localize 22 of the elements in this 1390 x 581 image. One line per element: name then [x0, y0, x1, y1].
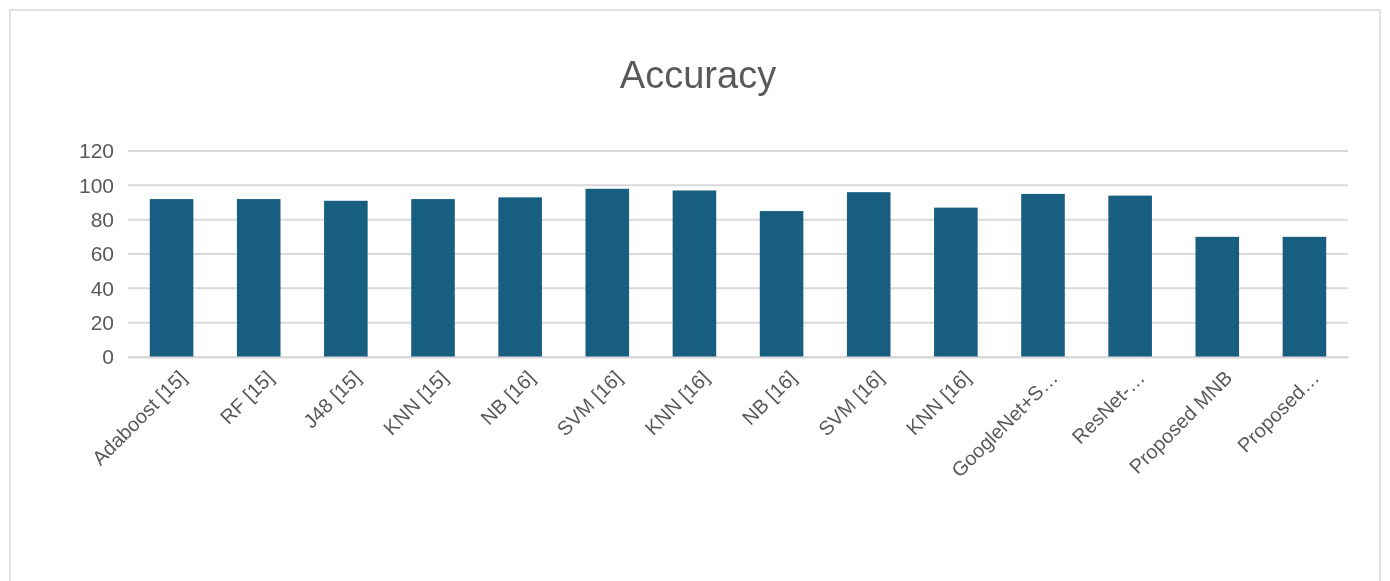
y-tick-label: 100 — [78, 173, 114, 197]
bar — [759, 211, 804, 357]
bar — [498, 197, 542, 357]
bar — [585, 188, 630, 357]
bar — [411, 199, 455, 357]
y-tick-label: 80 — [90, 207, 114, 231]
bar — [1108, 195, 1152, 357]
bar — [1195, 236, 1240, 357]
y-tick-label: 120 — [78, 139, 114, 163]
y-tick-label: 40 — [90, 276, 114, 300]
bar — [1021, 193, 1065, 357]
bar — [846, 192, 891, 357]
y-tick-label: 0 — [102, 345, 114, 369]
bar — [149, 199, 194, 357]
bar — [324, 200, 368, 357]
bar — [236, 199, 281, 357]
y-tick-label: 20 — [90, 310, 114, 334]
chart-title: Accuracy — [619, 54, 777, 96]
bar — [934, 207, 978, 357]
y-tick-label: 60 — [90, 242, 114, 266]
bar — [1282, 236, 1327, 357]
bar — [672, 190, 717, 357]
